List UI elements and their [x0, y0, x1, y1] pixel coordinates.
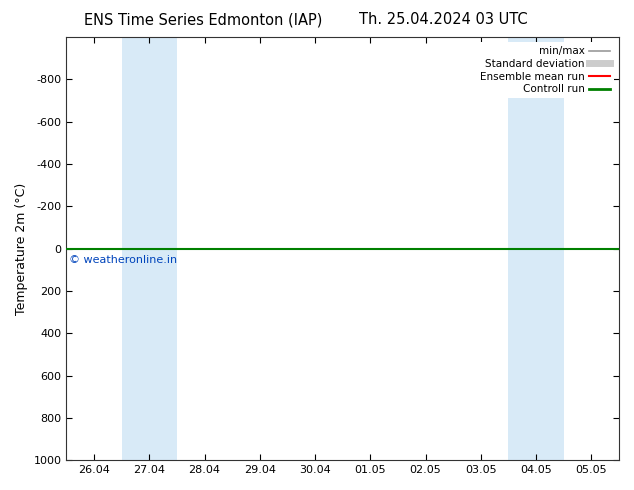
Text: ENS Time Series Edmonton (IAP): ENS Time Series Edmonton (IAP)	[84, 12, 322, 27]
Bar	[122, 37, 177, 460]
Legend: min/max, Standard deviation, Ensemble mean run, Controll run: min/max, Standard deviation, Ensemble me…	[476, 42, 614, 98]
Y-axis label: Temperature 2m (°C): Temperature 2m (°C)	[15, 182, 28, 315]
Bar	[508, 37, 564, 460]
Text: © weatheronline.in: © weatheronline.in	[69, 255, 178, 265]
Text: Th. 25.04.2024 03 UTC: Th. 25.04.2024 03 UTC	[359, 12, 528, 27]
